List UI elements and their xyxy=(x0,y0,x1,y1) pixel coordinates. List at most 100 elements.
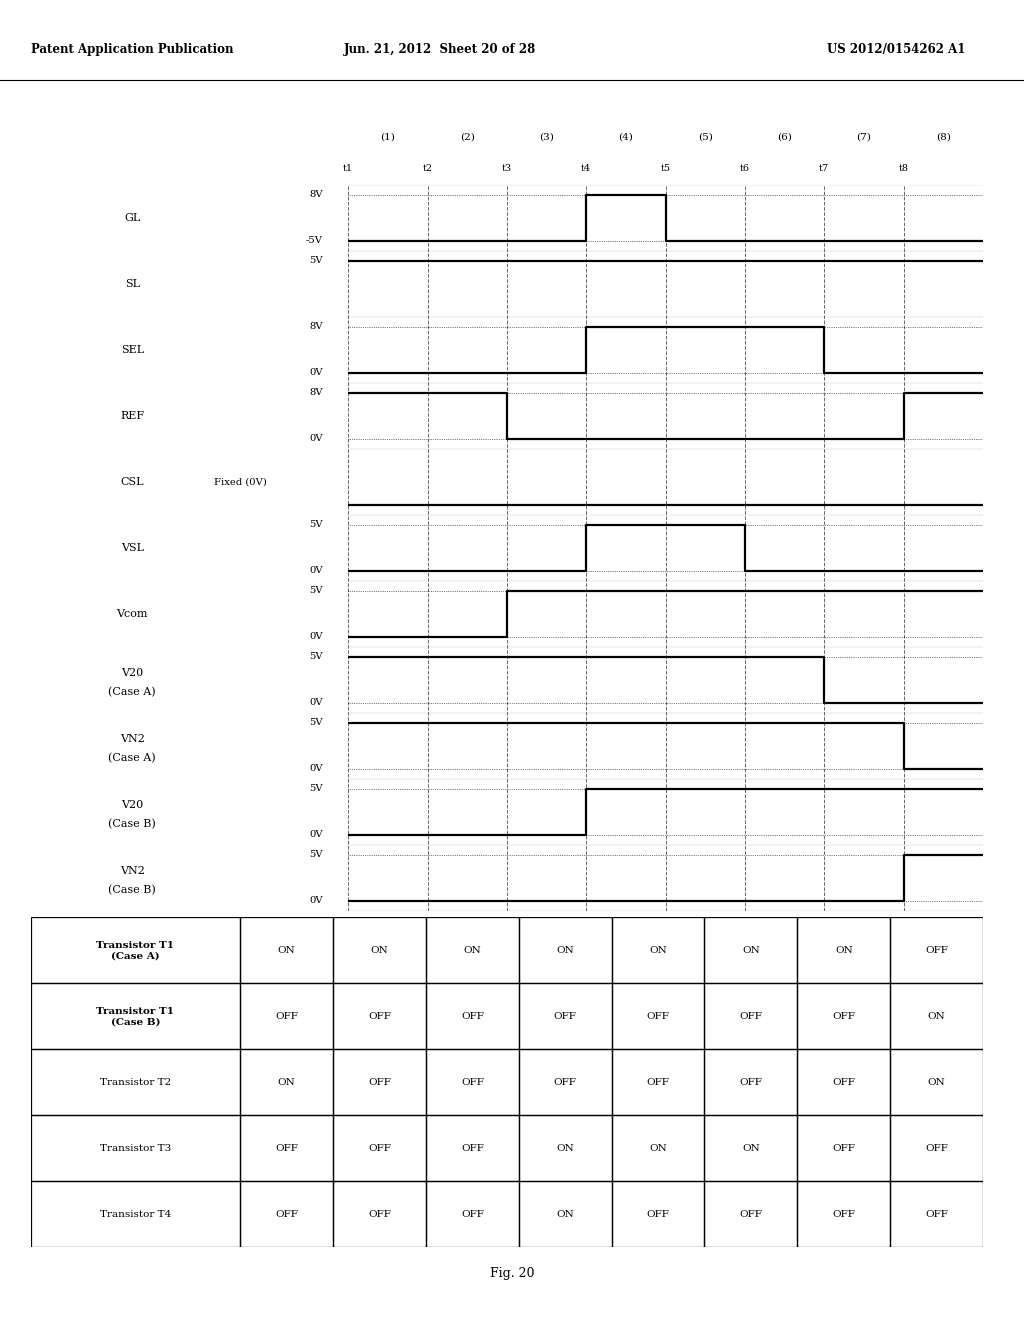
Bar xyxy=(519,1049,611,1115)
Bar xyxy=(31,1115,241,1181)
Bar xyxy=(241,1181,333,1247)
Text: 5V: 5V xyxy=(309,784,323,793)
Bar xyxy=(519,983,611,1049)
Text: Transistor T3: Transistor T3 xyxy=(100,1144,171,1152)
Text: VN2: VN2 xyxy=(120,734,144,744)
Text: SL: SL xyxy=(125,279,140,289)
Text: (1): (1) xyxy=(380,132,395,141)
Bar xyxy=(333,983,426,1049)
Bar xyxy=(426,1115,519,1181)
Text: REF: REF xyxy=(120,411,144,421)
Text: 0V: 0V xyxy=(309,368,323,378)
Text: 0V: 0V xyxy=(309,698,323,708)
Text: Transistor T4: Transistor T4 xyxy=(100,1210,171,1218)
Text: 5V: 5V xyxy=(309,850,323,859)
Bar xyxy=(426,983,519,1049)
Bar xyxy=(426,1049,519,1115)
Bar xyxy=(705,917,798,983)
Bar xyxy=(426,1181,519,1247)
Text: OFF: OFF xyxy=(275,1144,298,1152)
Text: ON: ON xyxy=(278,946,296,954)
Text: t5: t5 xyxy=(660,164,671,173)
Text: (4): (4) xyxy=(618,132,634,141)
Text: OFF: OFF xyxy=(646,1210,670,1218)
Text: V20: V20 xyxy=(121,668,143,678)
Text: t2: t2 xyxy=(423,164,432,173)
Text: VN2: VN2 xyxy=(120,866,144,876)
Bar xyxy=(333,1049,426,1115)
Bar xyxy=(890,1181,983,1247)
Bar xyxy=(333,1181,426,1247)
Text: OFF: OFF xyxy=(368,1210,391,1218)
Text: Transistor T2: Transistor T2 xyxy=(100,1078,171,1086)
Bar xyxy=(519,917,611,983)
Bar xyxy=(241,917,333,983)
Text: OFF: OFF xyxy=(925,1210,948,1218)
Text: 5V: 5V xyxy=(309,586,323,595)
Bar xyxy=(611,917,705,983)
Text: t8: t8 xyxy=(899,164,908,173)
Bar xyxy=(426,917,519,983)
Text: ON: ON xyxy=(835,946,853,954)
Text: OFF: OFF xyxy=(739,1210,762,1218)
Text: (Case B): (Case B) xyxy=(109,884,157,895)
Text: (Case B): (Case B) xyxy=(109,818,157,829)
Bar xyxy=(241,1115,333,1181)
Text: OFF: OFF xyxy=(925,946,948,954)
Text: OFF: OFF xyxy=(833,1078,855,1086)
Text: ON: ON xyxy=(649,1144,667,1152)
Text: 0V: 0V xyxy=(309,896,323,906)
Text: 0V: 0V xyxy=(309,566,323,576)
Bar xyxy=(798,983,890,1049)
Text: SEL: SEL xyxy=(121,345,143,355)
Text: OFF: OFF xyxy=(275,1012,298,1020)
Text: OFF: OFF xyxy=(833,1012,855,1020)
Text: (7): (7) xyxy=(856,132,871,141)
Text: t7: t7 xyxy=(819,164,829,173)
Bar xyxy=(31,983,241,1049)
Text: -5V: -5V xyxy=(306,236,323,246)
Text: 0V: 0V xyxy=(309,632,323,642)
Bar xyxy=(890,983,983,1049)
Text: OFF: OFF xyxy=(646,1078,670,1086)
Text: Fig. 20: Fig. 20 xyxy=(489,1267,535,1280)
Text: 5V: 5V xyxy=(309,718,323,727)
Text: OFF: OFF xyxy=(646,1012,670,1020)
Text: ON: ON xyxy=(742,1144,760,1152)
Bar xyxy=(798,1115,890,1181)
Text: t6: t6 xyxy=(740,164,750,173)
Text: ON: ON xyxy=(556,1144,574,1152)
Bar xyxy=(798,917,890,983)
Bar xyxy=(241,1049,333,1115)
Text: ON: ON xyxy=(928,1078,945,1086)
Text: ON: ON xyxy=(278,1078,296,1086)
Bar xyxy=(705,1115,798,1181)
Text: t4: t4 xyxy=(582,164,591,173)
Text: OFF: OFF xyxy=(368,1012,391,1020)
Bar xyxy=(611,1115,705,1181)
Text: (Case A): (Case A) xyxy=(109,686,156,697)
Text: Transistor T1
(Case A): Transistor T1 (Case A) xyxy=(96,941,174,960)
Bar xyxy=(241,983,333,1049)
Text: 5V: 5V xyxy=(309,256,323,265)
Text: 0V: 0V xyxy=(309,764,323,774)
Text: t1: t1 xyxy=(343,164,353,173)
Bar xyxy=(890,1115,983,1181)
Text: CSL: CSL xyxy=(121,477,144,487)
Text: 8V: 8V xyxy=(309,322,323,331)
Text: Patent Application Publication: Patent Application Publication xyxy=(31,42,233,55)
Text: (8): (8) xyxy=(936,132,951,141)
Bar xyxy=(890,917,983,983)
Text: OFF: OFF xyxy=(739,1078,762,1086)
Text: (6): (6) xyxy=(777,132,793,141)
Text: 8V: 8V xyxy=(309,190,323,199)
Bar xyxy=(798,1181,890,1247)
Text: ON: ON xyxy=(556,946,574,954)
Text: ON: ON xyxy=(928,1012,945,1020)
Bar xyxy=(798,1049,890,1115)
Bar xyxy=(31,917,241,983)
Text: OFF: OFF xyxy=(275,1210,298,1218)
Text: ON: ON xyxy=(649,946,667,954)
Bar xyxy=(611,1181,705,1247)
Text: 0V: 0V xyxy=(309,830,323,840)
